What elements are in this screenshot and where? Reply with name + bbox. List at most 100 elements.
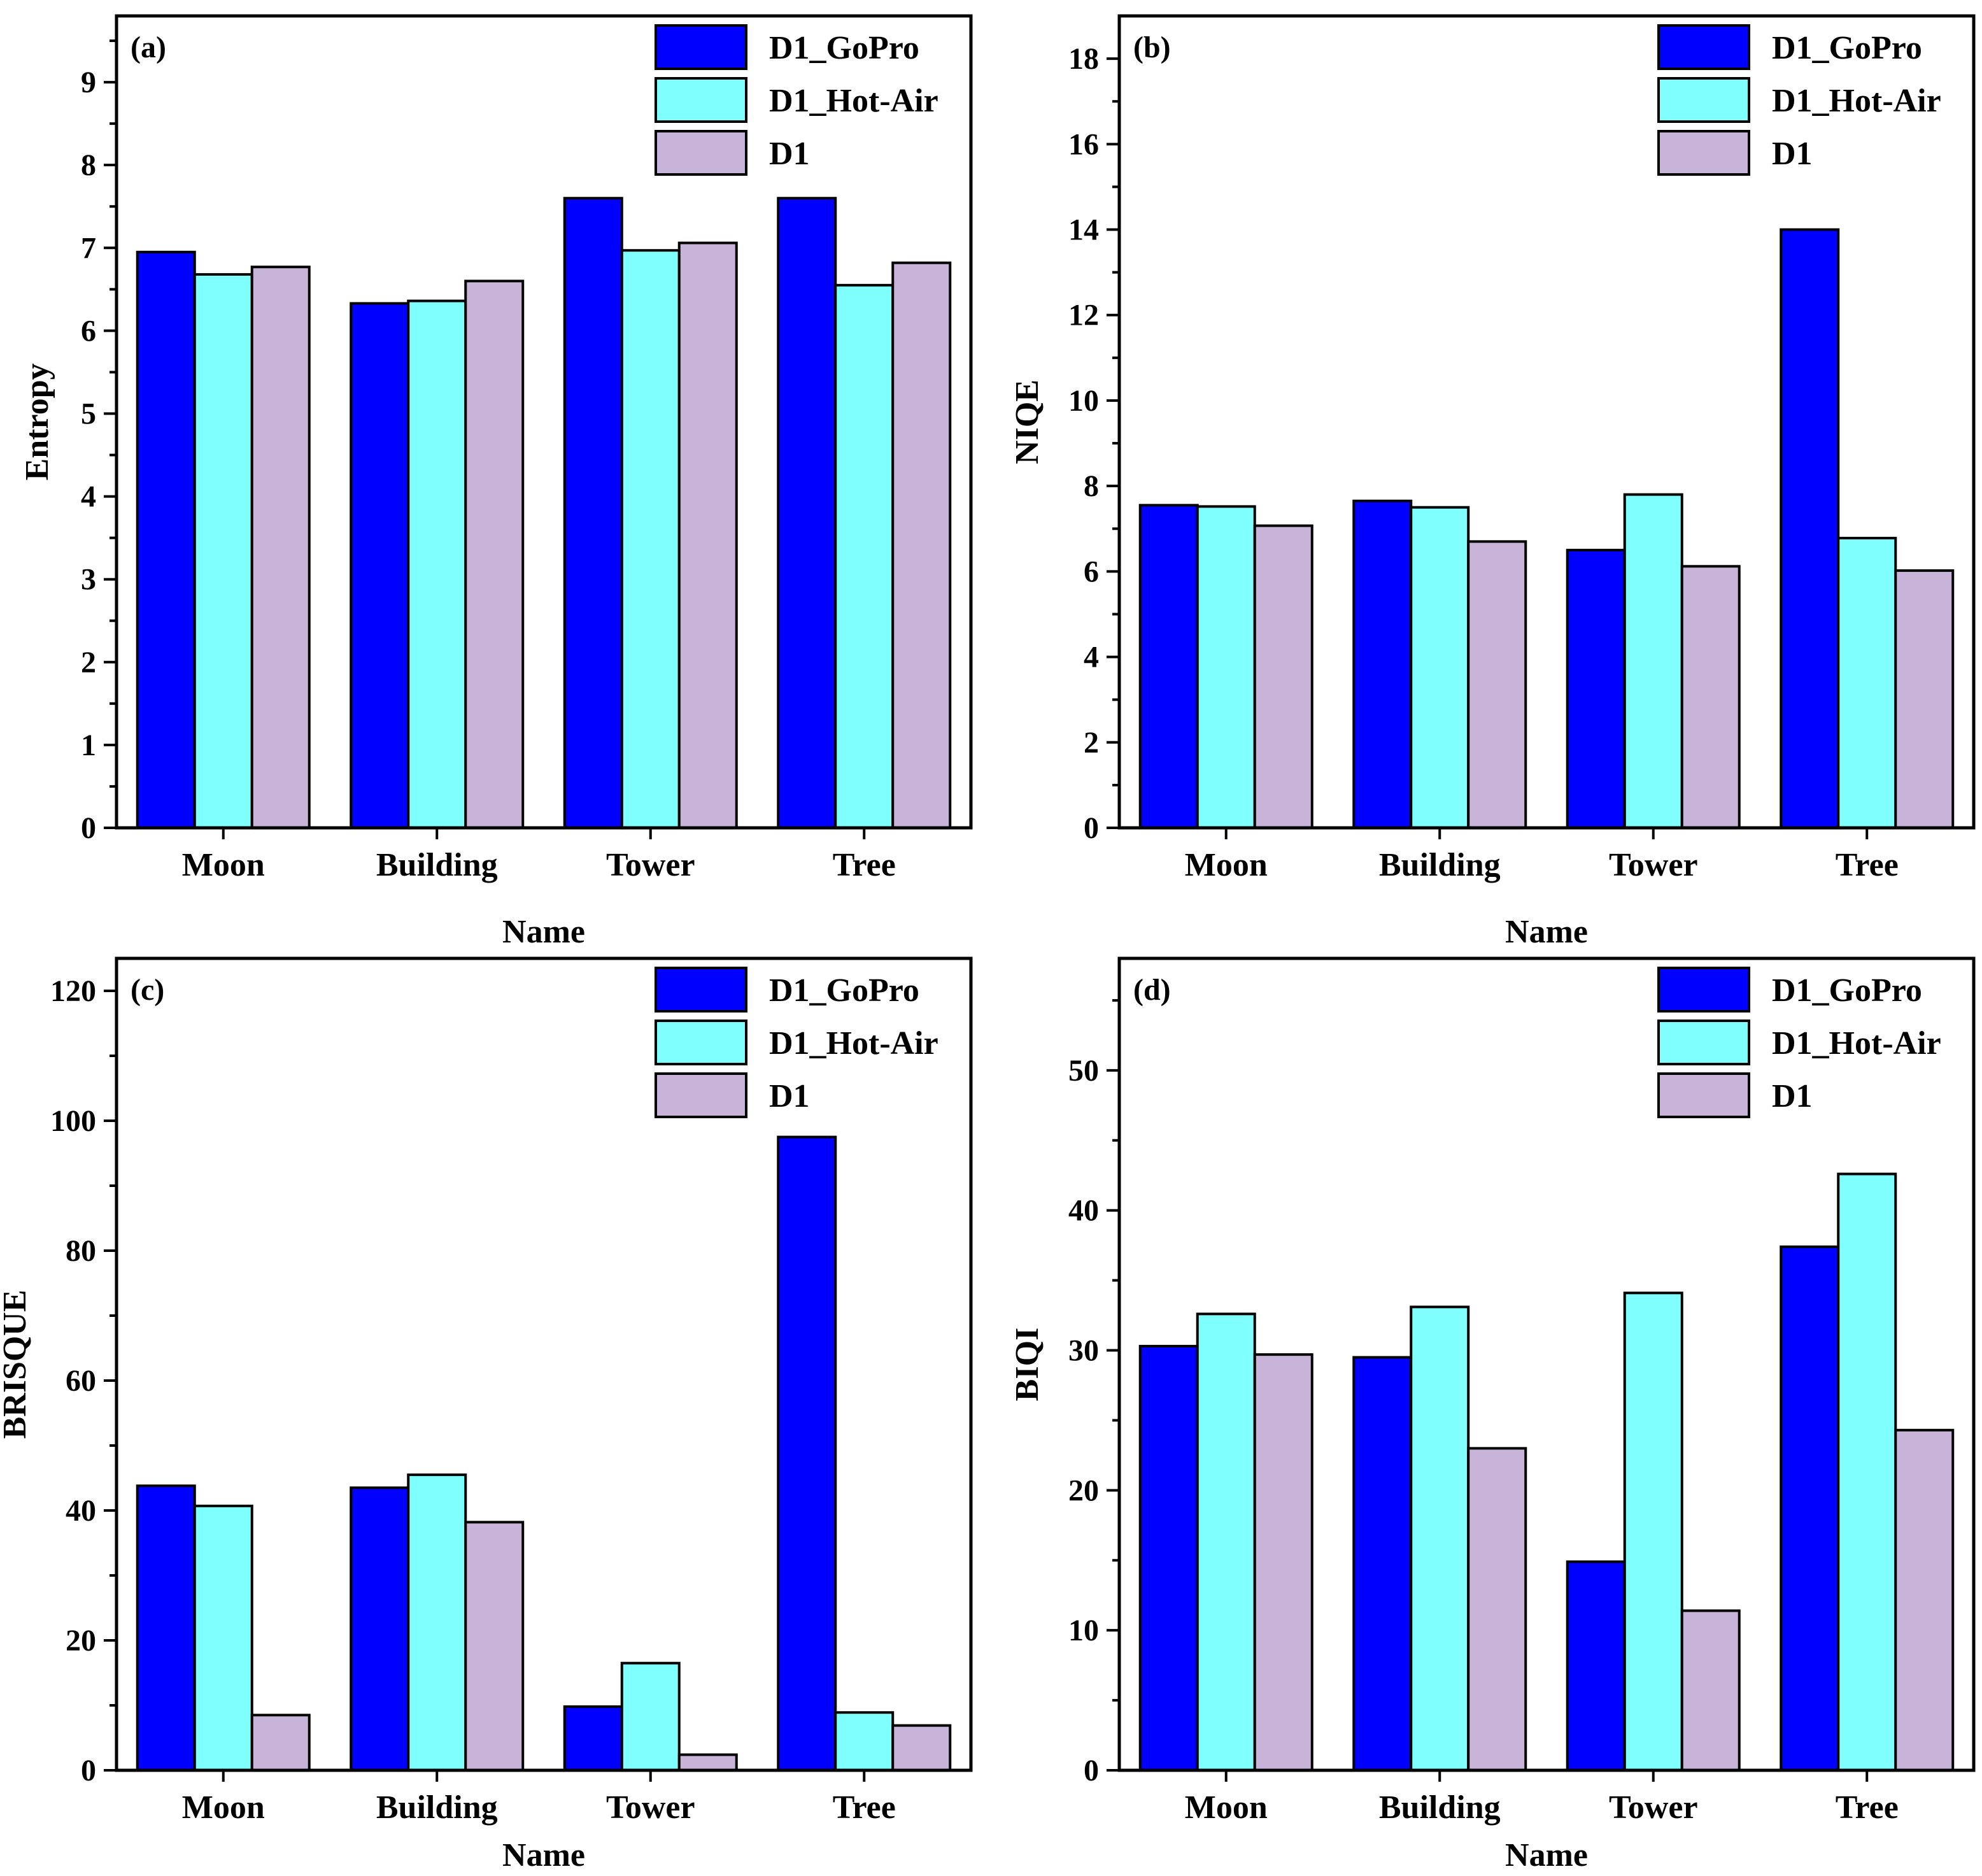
bar-d1-tower: [1680, 1609, 1741, 1772]
y-tick-label: 4: [1084, 641, 1099, 674]
bar-d1-moon: [250, 266, 311, 830]
bar-d1-moon: [1253, 1353, 1313, 1772]
legend-label: D1_GoPro: [1772, 972, 1922, 1009]
y-tick-label: 5: [81, 397, 96, 430]
plot-frame: [1117, 14, 1976, 830]
y-tick-label: 10: [1068, 1614, 1099, 1647]
bar-d1-gopro-building: [350, 1486, 410, 1772]
bar-d1-hot-air-tower: [1623, 493, 1683, 829]
bar-d1-hot-air-tower: [1623, 1291, 1683, 1772]
legend-label: D1_GoPro: [769, 30, 919, 66]
x-tick-label: Tree: [1836, 1789, 1899, 1826]
x-tick-label: Building: [376, 1789, 498, 1826]
y-tick-label: 0: [81, 1754, 96, 1787]
bar-d1-hot-air-moon: [1196, 1312, 1256, 1772]
plot-frame: [1117, 956, 1976, 1772]
bar-d1-hot-air-tree: [1837, 1172, 1897, 1772]
x-tick-label: Tower: [606, 847, 695, 883]
x-tick-label: Tree: [833, 847, 896, 883]
y-tick-label: 2: [81, 646, 96, 679]
bar-d1-building: [464, 1521, 525, 1772]
bar-d1-moon: [250, 1714, 311, 1772]
bar-d1-gopro-tower: [563, 1705, 623, 1772]
bar-d1-hot-air-tower: [620, 249, 681, 829]
x-axis-title: Name: [502, 1837, 585, 1873]
legend-swatch: [1657, 967, 1750, 1013]
legend-label: D1_GoPro: [1772, 30, 1922, 66]
x-tick-label: Tower: [606, 1789, 695, 1826]
legend-swatch: [655, 1020, 747, 1065]
bar-d1-gopro-tree: [777, 197, 837, 829]
plot-frame: [115, 14, 973, 830]
bar-d1-hot-air-moon: [193, 1504, 253, 1772]
x-tick-label: Building: [1379, 847, 1501, 883]
x-axis-title: Name: [502, 914, 585, 950]
y-axis-title: BRISQUE: [0, 1290, 33, 1439]
y-tick-label: 7: [81, 231, 96, 265]
bar-d1-tower: [677, 1753, 738, 1772]
legend-swatch: [1657, 1020, 1750, 1065]
legend-swatch: [1657, 1072, 1750, 1118]
bar-d1-gopro-moon: [1138, 504, 1199, 830]
bar-d1-hot-air-tree: [834, 1711, 895, 1772]
bar-d1-gopro-moon: [136, 1484, 196, 1772]
bar-d1-tree: [891, 1724, 952, 1772]
y-tick-label: 0: [1084, 1754, 1099, 1787]
y-tick-label: 0: [1084, 811, 1099, 845]
x-axis-title: Name: [1505, 914, 1588, 950]
y-tick-label: 20: [1068, 1474, 1099, 1507]
bar-d1-tower: [677, 241, 738, 829]
bar-d1-hot-air-tree: [1837, 537, 1897, 829]
bar-d1-gopro-tree: [1780, 228, 1840, 829]
y-tick-label: 6: [81, 314, 96, 348]
y-tick-label: 3: [81, 563, 96, 597]
bar-d1-gopro-building: [350, 302, 410, 829]
bar-d1-tree: [891, 261, 952, 829]
legend-swatch: [655, 1072, 747, 1118]
legend-swatch: [655, 24, 747, 70]
bar-d1-gopro-moon: [136, 250, 196, 829]
bar-d1-gopro-moon: [1138, 1344, 1199, 1772]
panel-label: (c): [131, 973, 164, 1007]
y-tick-label: 0: [81, 811, 96, 845]
bar-d1-moon: [1253, 524, 1313, 829]
panel-label: (d): [1133, 973, 1171, 1007]
legend-swatch: [655, 77, 747, 123]
legend-label: D1: [769, 136, 810, 172]
y-tick-label: 12: [1068, 299, 1099, 332]
legend-swatch: [1657, 24, 1750, 70]
y-tick-label: 80: [66, 1234, 96, 1268]
y-axis-title: Entropy: [19, 364, 55, 481]
y-tick-label: 120: [50, 974, 96, 1008]
x-tick-label: Building: [376, 847, 498, 883]
chart-panel-4: Moon Building Tower Tree 0 10 20 30 40 50 (d) BIQI N…: [1009, 956, 1976, 1873]
legend-label: D1_Hot-Air: [1772, 1025, 1941, 1062]
chart-panel-1: Moon Building Tower Tree 0 1 2 3 4 5 6 7 8 9 (a) Entrop…: [19, 14, 973, 950]
bar-d1-gopro-tree: [1780, 1245, 1840, 1772]
y-axis-title: BIQI: [1009, 1328, 1045, 1402]
y-axis-title: NIQE: [1009, 380, 1045, 464]
x-tick-label: Tower: [1609, 1789, 1698, 1826]
panel-label: (a): [131, 31, 166, 64]
y-tick-label: 4: [81, 480, 96, 514]
y-tick-label: 40: [1068, 1194, 1099, 1228]
bar-d1-hot-air-building: [1410, 1305, 1470, 1772]
legend-swatch: [655, 130, 747, 176]
y-tick-label: 40: [66, 1494, 96, 1528]
y-tick-label: 16: [1068, 127, 1099, 161]
chart-panel-2: Moon Building Tower Tree 0 2 4 6 8 10 12 14 16 18 (b) N…: [1009, 14, 1976, 950]
y-tick-label: 60: [66, 1364, 96, 1398]
legend-swatch: [1657, 130, 1750, 176]
bar-d1-hot-air-tower: [620, 1661, 681, 1772]
x-tick-label: Tower: [1609, 847, 1698, 883]
legend-swatch: [1657, 77, 1750, 123]
y-tick-label: 18: [1068, 42, 1099, 76]
bar-d1-hot-air-building: [407, 299, 467, 829]
legend-label: D1: [1772, 1078, 1813, 1114]
y-tick-label: 50: [1068, 1054, 1099, 1088]
y-tick-label: 10: [1068, 384, 1099, 418]
bar-d1-gopro-tree: [777, 1135, 837, 1772]
legend-label: D1_Hot-Air: [1772, 83, 1941, 119]
x-tick-label: Tree: [833, 1789, 896, 1826]
legend-swatch: [655, 967, 747, 1013]
